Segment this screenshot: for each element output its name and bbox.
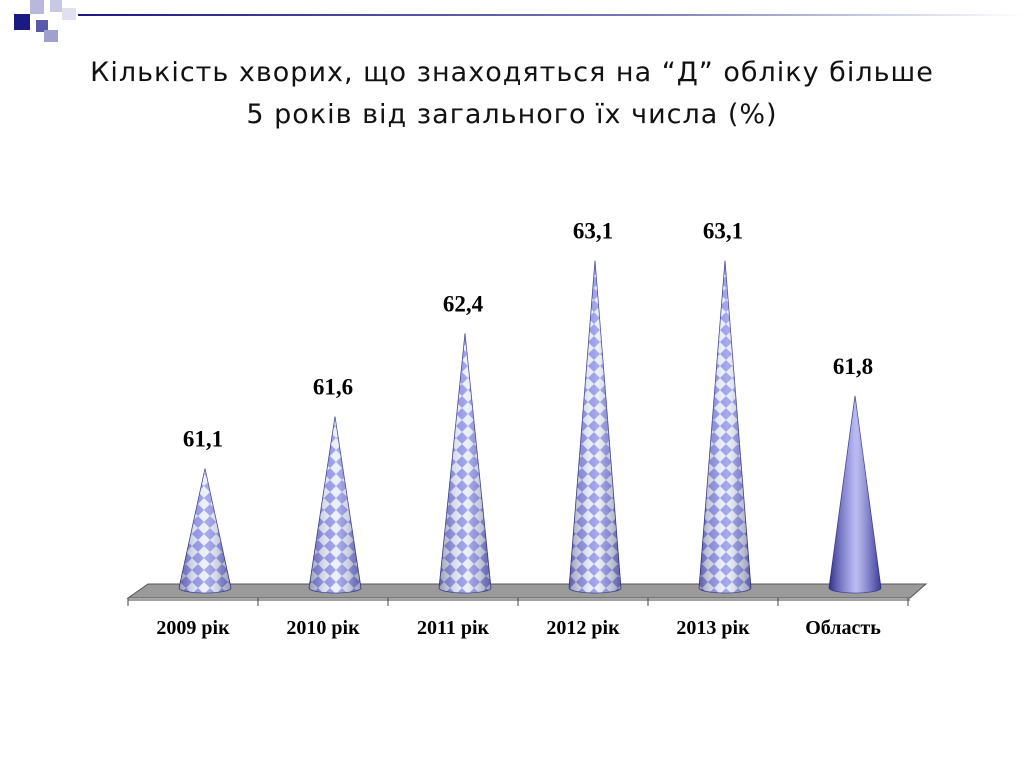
x-tick-label: 2010 рік: [286, 617, 360, 639]
cone-shading: [309, 416, 361, 593]
value-label: 63,1: [573, 219, 613, 244]
decoration-square: [44, 30, 58, 42]
decoration-square: [36, 20, 48, 32]
slide-title: Кількість хворих, що знаходяться на “Д” …: [40, 52, 984, 136]
x-tick-label: Область: [805, 617, 881, 639]
decoration-line: [78, 14, 1024, 16]
value-label: 61,6: [313, 375, 353, 400]
cone-shading: [439, 333, 491, 593]
x-tick-label: 2012 рік: [546, 617, 620, 639]
x-tick-label: 2013 рік: [676, 617, 750, 639]
cone-shading: [699, 260, 751, 593]
decoration-square: [50, 0, 62, 12]
decoration-square: [62, 8, 76, 20]
x-tick-label: 2011 рік: [417, 617, 490, 639]
decoration-square: [14, 14, 30, 30]
value-label: 62,4: [443, 291, 484, 316]
slide-title-line-2: 5 років від загального їх числа (%): [246, 99, 778, 130]
value-label: 63,1: [703, 219, 743, 244]
cone-shading: [179, 468, 231, 593]
corner-decoration: [14, 0, 1024, 42]
value-label: 61,1: [183, 427, 223, 452]
decoration-square: [30, 0, 44, 14]
value-label: 61,8: [833, 354, 873, 379]
cone-shading: [569, 260, 621, 593]
x-tick-label: 2009 рік: [156, 617, 230, 639]
cone-shading: [829, 395, 881, 593]
slide-title-line-1: Кількість хворих, що знаходяться на “Д” …: [90, 57, 934, 88]
chart-floor: [126, 583, 928, 599]
